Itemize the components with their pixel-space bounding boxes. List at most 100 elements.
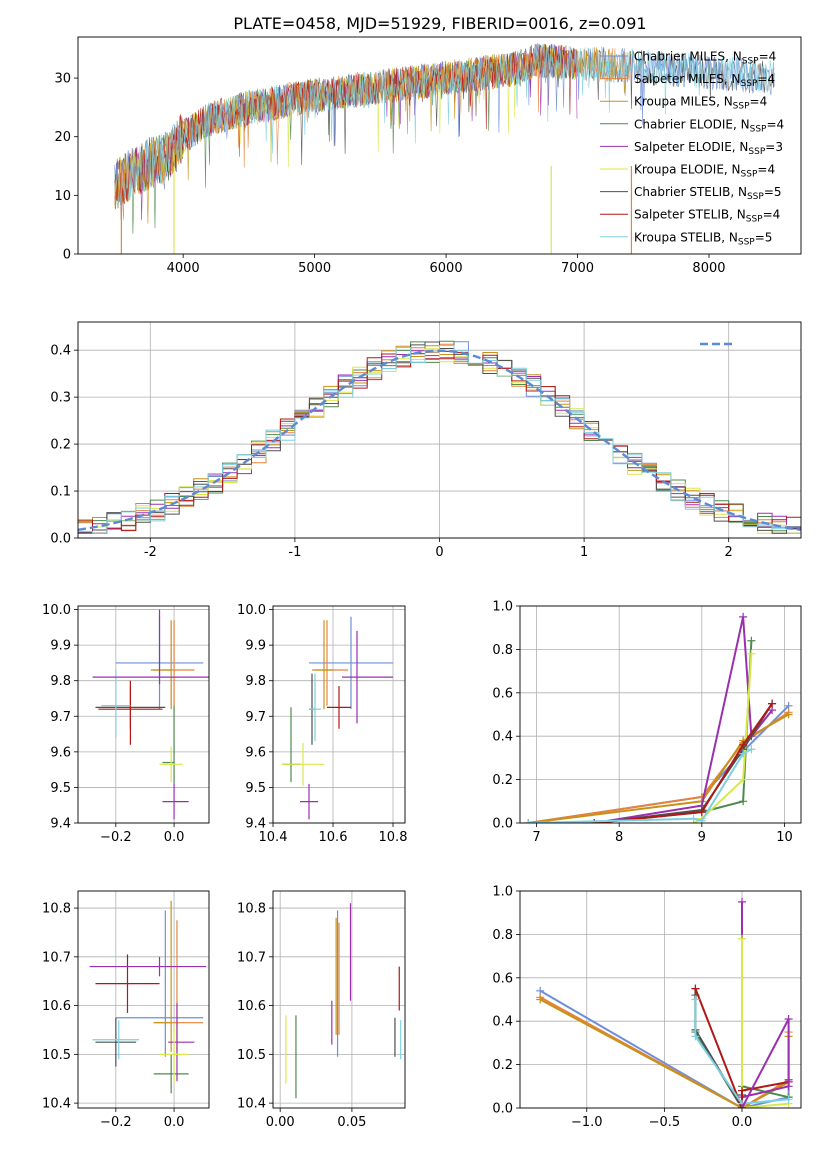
y-tick-label: 10.7 [237, 950, 266, 965]
spectrum-axes: 4000 5000 6000 7000 8000 0 10 20 30 Chabrier MILE… [54, 36, 802, 276]
legend-entry: Salpeter STELIB, NSSP=4 [634, 208, 780, 225]
legend-n-value: 3 [775, 140, 783, 154]
x-tick-label: 10 [776, 830, 793, 845]
y-tick-label: 9.4 [245, 817, 266, 832]
y-tick-label: 0.2 [492, 1058, 513, 1073]
x-tick-label: 2 [725, 545, 733, 560]
plus-marker [739, 797, 748, 806]
y-tick-label: 10.8 [237, 902, 266, 917]
legend-n-value: 4 [760, 95, 768, 109]
legend-n-eq: = [757, 163, 767, 177]
plus-marker [784, 1095, 793, 1104]
x-tick-label: 8000 [692, 261, 725, 276]
legend-model-name: Salpeter STELIB [634, 208, 729, 222]
weight-line-kroupa-elodie [693, 653, 753, 823]
legend-n-prefix: , N [721, 230, 738, 244]
y-tick-label: 30 [54, 72, 71, 87]
weight-line-salpeter-elodie [741, 901, 790, 1108]
y-tick-label: 0.4 [492, 1015, 513, 1030]
mass-vs-ebv-axes: 0.00 0.05 10.4 10.5 10.6 10.7 10.8 [237, 890, 406, 1130]
y-tick-label: 10.5 [237, 1048, 266, 1063]
plus-marker [691, 984, 700, 993]
legend-n-eq: = [755, 230, 765, 244]
plus-marker [747, 636, 756, 645]
legend-n-eq: = [763, 208, 773, 222]
legend-entry: Kroupa MILES, NSSP=4 [634, 95, 767, 112]
plus-marker [739, 740, 748, 749]
y-tick-label: 9.6 [50, 745, 71, 760]
y-tick-label: 0.1 [50, 485, 71, 500]
weight-vs-Z-frame [519, 890, 802, 1109]
legend-n-sub: SSP [750, 124, 767, 134]
plus-marker [739, 775, 748, 784]
x-tick-label: 10.6 [319, 830, 348, 845]
y-tick-label: 9.9 [245, 639, 266, 654]
weight-line-salpeter-stelib [694, 988, 789, 1108]
plus-marker [747, 649, 756, 658]
y-tick-label: 10.6 [237, 999, 266, 1014]
weight-vs-Z-plot-area [536, 897, 793, 1108]
plus-marker [739, 749, 748, 758]
x-tick-label: 7 [532, 830, 540, 845]
y-tick-label: 9.8 [245, 674, 266, 689]
y-tick-label: 9.7 [245, 710, 266, 725]
y-tick-label: 10.7 [42, 950, 71, 965]
y-tick-label: 0.8 [492, 928, 513, 943]
plus-marker [738, 897, 747, 906]
x-tick-label: 0.0 [164, 830, 185, 845]
y-tick-label: 1.0 [492, 885, 513, 900]
legend-n-value: 4 [769, 50, 777, 64]
legend-n-prefix: , N [729, 208, 746, 222]
legend-entry: Chabrier STELIB, NSSP=5 [634, 185, 782, 202]
age-vs-Z-frame [77, 605, 210, 824]
plus-marker [784, 1015, 793, 1024]
x-tick-label: 5000 [298, 261, 331, 276]
y-tick-label: 10.0 [237, 603, 266, 618]
legend-n-eq: = [759, 50, 769, 64]
legend-n-sub: SSP [748, 147, 765, 157]
legend-n-prefix: , N [732, 140, 749, 154]
legend-entry: Salpeter MILES, NSSP=4 [634, 72, 775, 89]
legend-model-name: Chabrier STELIB [634, 185, 730, 199]
legend-n-value: 5 [774, 185, 782, 199]
age-vs-mass-plot-area [282, 616, 393, 820]
age-vs-mass-axes: 10.4 10.6 10.8 9.4 9.5 9.6 9.7 9.8 9.9 10.0 [237, 603, 407, 845]
plus-marker [697, 816, 706, 823]
weight-vs-age-grid [520, 605, 801, 824]
plus-marker [691, 1032, 700, 1041]
y-tick-label: 0.3 [50, 391, 71, 406]
legend-n-eq: = [765, 140, 775, 154]
y-tick-label: 9.5 [245, 781, 266, 796]
mass-vs-Z-grid [78, 891, 209, 1108]
y-tick-label: 9.6 [245, 745, 266, 760]
mass-vs-Z-frame [77, 890, 210, 1109]
legend-model-name: Kroupa STELIB [634, 230, 721, 244]
x-tick-label: 0.00 [266, 1115, 295, 1130]
y-tick-label: 10.0 [42, 603, 71, 618]
age-vs-Z-plot-area [92, 609, 209, 820]
legend-n-prefix: , N [724, 72, 741, 86]
y-tick-label: 20 [54, 130, 71, 145]
x-tick-label: 9 [698, 830, 706, 845]
x-tick-label: 0.0 [164, 1115, 185, 1130]
x-tick-label: −0.2 [100, 1115, 132, 1130]
y-tick-label: 10.4 [42, 1097, 71, 1112]
y-tick-label: 0.4 [492, 730, 513, 745]
legend-model-name: Kroupa ELODIE [634, 163, 724, 177]
legend-n-eq: = [764, 185, 774, 199]
y-tick-label: 0.4 [50, 344, 71, 359]
plus-marker [784, 1077, 793, 1086]
y-tick-label: 9.8 [50, 674, 71, 689]
y-tick-label: 1.0 [492, 600, 513, 615]
plus-marker [536, 995, 545, 1004]
residuals-axes: -2 -1 0 1 2 0.0 0.1 0.2 0.3 0.4 [50, 321, 802, 560]
legend-model-name: Chabrier MILES [634, 50, 725, 64]
y-tick-label: 10.8 [42, 902, 71, 917]
y-tick-label: 0 [63, 248, 71, 263]
legend-n-prefix: , N [733, 117, 750, 131]
plus-marker [689, 814, 698, 823]
weight-line-chabrier-elodie [594, 640, 753, 823]
x-tick-label: 0.0 [732, 1115, 753, 1130]
legend-n-value: 4 [773, 208, 781, 222]
weight-vs-age-axes: 7 8 9 10 0.0 0.2 0.4 0.6 0.8 1.0 [492, 600, 802, 845]
